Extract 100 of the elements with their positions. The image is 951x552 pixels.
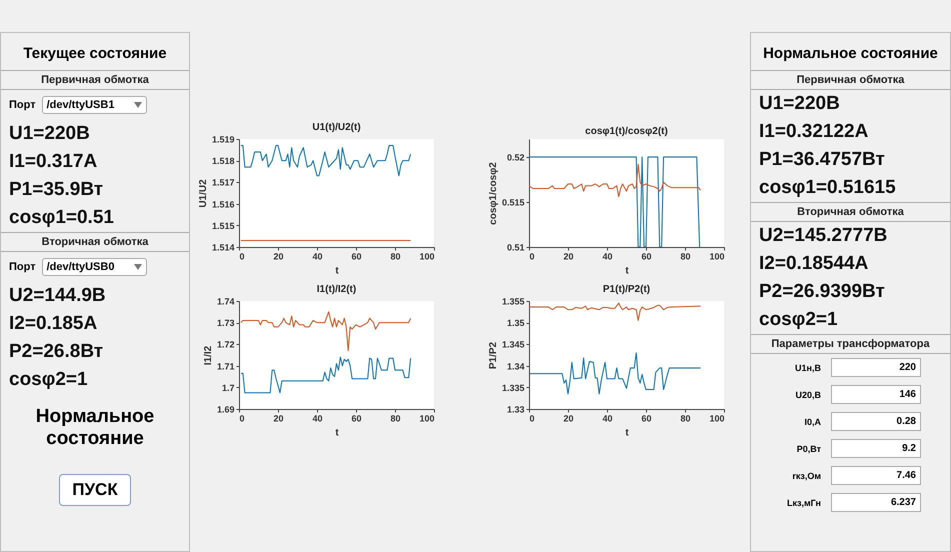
text: Lкз,мГн	[786, 498, 822, 508]
x-tick-label: 60	[641, 414, 652, 424]
x-tick-label: 20	[273, 252, 284, 262]
x-tick-label: 60	[351, 252, 362, 262]
text: Порт	[9, 99, 36, 111]
chart-title: U1(t)/U2(t)	[312, 122, 361, 133]
text: Первичная обмотка	[751, 70, 950, 90]
text: /dev/ttyUSB1	[46, 99, 114, 111]
text: P1=36.4757Вт	[758, 148, 886, 172]
y-tick-label: 0.515	[502, 198, 524, 208]
y-tick-label: 1.72	[216, 340, 234, 350]
y-axis-title: P1/P2	[488, 341, 499, 370]
x-tick-label: 40	[602, 414, 613, 424]
text: cosφ1=0.51615	[758, 176, 897, 200]
y-tick-label: 1.519	[212, 134, 234, 144]
y-tick-label: 1.335	[502, 382, 524, 393]
text: Вторичная обмотка	[751, 202, 950, 222]
text: 7.46	[831, 466, 921, 485]
y-tick-label: 1.7	[222, 382, 234, 393]
y-tick-label: 1.516	[212, 199, 234, 210]
y-tick-label: 0.52	[506, 152, 524, 162]
text: P2=26.9399Вт	[758, 280, 886, 304]
text: I1=0.32122А	[758, 120, 870, 144]
y-tick-label: 1.345	[502, 340, 524, 350]
text: Текущее состояние	[22, 45, 168, 62]
text: ПУСК	[59, 474, 131, 506]
line-series	[240, 356, 412, 394]
y-tick-label: 1.35	[506, 318, 524, 328]
x-tick-label: 0	[240, 252, 245, 262]
text: rкз,Ом	[791, 470, 822, 480]
y-tick-label: 1.71	[216, 361, 234, 372]
chart-title: cosφ1(t)/cosφ2(t)	[585, 126, 668, 137]
y-tick-label: 1.355	[502, 296, 524, 306]
text: Первичная обмотка	[1, 70, 189, 90]
text: 220	[831, 358, 921, 377]
text: I2=0.185А	[8, 312, 98, 336]
y-tick-label: 1.518	[212, 156, 234, 166]
line-series	[529, 302, 702, 321]
x-axis-title: t	[335, 428, 340, 438]
x-tick-label: 80	[680, 252, 691, 262]
x-tick-label: 0	[240, 414, 245, 424]
x-tick-label: 0	[530, 252, 535, 262]
text: U2=144.9В	[8, 284, 107, 308]
x-tick-label: 80	[390, 414, 401, 424]
y-tick-label: 1.69	[216, 404, 234, 414]
x-tick-label: 40	[312, 414, 323, 424]
text: U1=220В	[8, 122, 91, 146]
x-tick-label: 60	[641, 252, 652, 262]
text: Параметры трансформатора	[751, 334, 950, 354]
text: Порт	[9, 261, 36, 273]
text: 0.28	[831, 412, 921, 431]
y-tick-label: 1.34	[506, 361, 524, 372]
text: U2=145.2777В	[758, 224, 888, 248]
y-axis-title: cosφ1/cosφ2	[488, 162, 499, 225]
x-tick-label: 80	[680, 414, 691, 424]
y-axis-title: I1/I2	[202, 345, 214, 366]
line-series	[529, 352, 702, 394]
text: U1н,В	[794, 362, 822, 372]
x-tick-label: 100	[419, 252, 434, 262]
text: Вторичная обмотка	[1, 232, 189, 252]
text: I0,А	[803, 416, 822, 426]
x-axis-title: t	[335, 266, 340, 276]
text: P1=35.9Вт	[8, 178, 104, 202]
text: cosφ2=1	[758, 308, 839, 332]
chart-title: I1(t)/I2(t)	[316, 284, 356, 295]
text: U20,В	[794, 390, 822, 400]
x-tick-label: 0	[530, 414, 535, 424]
y-tick-label: 1.514	[212, 242, 234, 252]
x-tick-label: 100	[419, 414, 434, 424]
text: I2=0.18544А	[758, 252, 870, 276]
x-axis-title: t	[625, 428, 630, 438]
text: I1=0.317А	[8, 150, 98, 174]
y-tick-label: 0.51	[506, 242, 524, 252]
text: P2=26.8Вт	[8, 340, 104, 364]
text: 6.237	[831, 493, 921, 512]
x-tick-label: 40	[602, 252, 613, 262]
x-tick-label: 80	[390, 252, 401, 262]
x-tick-label: 20	[273, 414, 284, 424]
x-axis-title: t	[625, 266, 630, 276]
text: Нормальное состояние	[34, 406, 156, 450]
x-tick-label: 20	[563, 252, 574, 262]
text: 9.2	[831, 439, 921, 458]
x-tick-label: 20	[563, 414, 574, 424]
line-series	[529, 164, 702, 198]
line-series	[240, 311, 412, 352]
y-tick-label: 1.517	[212, 178, 234, 188]
chart-title: P1(t)/P2(t)	[602, 284, 650, 295]
text: P0,Вт	[796, 444, 822, 454]
text: cosφ2=1	[8, 368, 89, 392]
y-axis-title: U1/U2	[198, 178, 209, 208]
y-tick-label: 1.73	[216, 318, 234, 328]
line-series	[240, 144, 412, 176]
x-tick-label: 100	[709, 414, 724, 424]
y-tick-label: 1.33	[506, 404, 524, 414]
y-tick-label: 1.515	[212, 220, 234, 231]
text: U1=220В	[758, 92, 841, 116]
text: /dev/ttyUSB0	[46, 261, 114, 273]
y-tick-label: 1.74	[216, 296, 234, 306]
x-tick-label: 40	[312, 252, 323, 262]
text: 146	[831, 385, 921, 404]
